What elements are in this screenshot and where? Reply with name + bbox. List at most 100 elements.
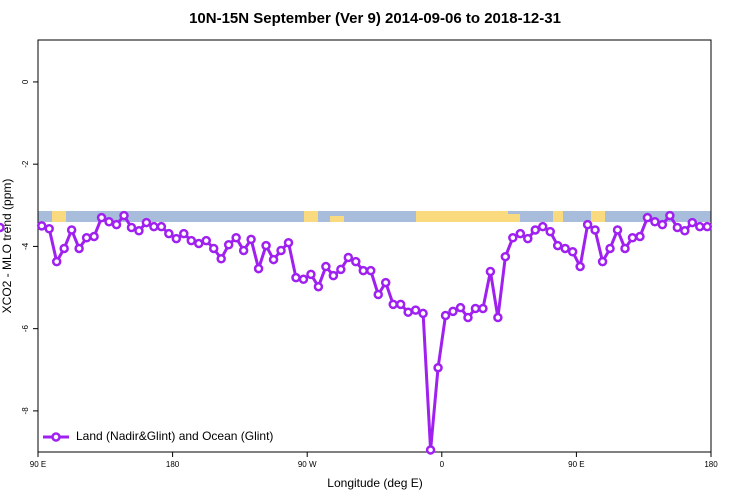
point xyxy=(328,270,339,281)
point xyxy=(395,299,406,310)
x-tick-label: 90 E xyxy=(568,460,584,469)
land-patch xyxy=(591,211,605,222)
x-tick-label: 90 W xyxy=(298,460,317,469)
point xyxy=(358,265,369,276)
point xyxy=(530,225,541,235)
x-axis-label: Longitude (deg E) xyxy=(327,476,422,490)
point xyxy=(680,226,690,236)
point xyxy=(96,212,107,223)
point xyxy=(253,263,264,274)
x-tick-label: 180 xyxy=(166,460,180,469)
point xyxy=(463,312,473,323)
point xyxy=(156,221,167,232)
y-axis-label: XCO2 - MLO trend (ppm) xyxy=(0,179,14,314)
point xyxy=(306,269,316,280)
point xyxy=(612,225,623,235)
point xyxy=(582,219,593,230)
point xyxy=(261,240,271,251)
point xyxy=(515,228,526,239)
point xyxy=(620,243,630,254)
point xyxy=(59,243,69,254)
point xyxy=(672,222,683,233)
point xyxy=(119,210,129,221)
point xyxy=(470,303,481,314)
point xyxy=(380,277,391,288)
point xyxy=(627,233,638,243)
point xyxy=(276,245,286,256)
point xyxy=(433,362,443,373)
point xyxy=(111,219,122,230)
point xyxy=(44,223,54,234)
point xyxy=(567,247,578,257)
point xyxy=(538,221,548,232)
land-patch xyxy=(304,211,318,222)
point xyxy=(702,221,713,232)
y-tick-label: -8 xyxy=(21,407,30,415)
y-tick-label: -4 xyxy=(21,242,30,250)
point xyxy=(366,265,376,276)
point xyxy=(418,308,428,319)
point xyxy=(425,445,436,455)
point xyxy=(216,253,226,264)
y-tick-label: -6 xyxy=(21,325,30,333)
point xyxy=(695,221,705,232)
point xyxy=(81,233,92,243)
point xyxy=(373,289,383,300)
point xyxy=(171,233,182,244)
point xyxy=(51,256,62,267)
point xyxy=(665,210,675,221)
legend-label: Land (Nadir&Glint) and Ocean (Glint) xyxy=(76,429,273,443)
point xyxy=(194,238,204,249)
point xyxy=(74,243,84,254)
point xyxy=(223,240,234,250)
point xyxy=(642,212,653,223)
point xyxy=(403,307,413,317)
point xyxy=(343,252,354,263)
point xyxy=(298,274,309,285)
point xyxy=(650,216,660,227)
point xyxy=(313,281,324,292)
point xyxy=(0,222,5,233)
point xyxy=(410,305,421,315)
chart-title: 10N-15N September (Ver 9) 2014-09-06 to … xyxy=(189,10,561,27)
point xyxy=(283,237,294,248)
point xyxy=(208,243,219,254)
land-patch xyxy=(416,211,508,222)
point xyxy=(149,221,159,232)
point xyxy=(126,222,137,233)
point xyxy=(508,233,518,243)
point xyxy=(560,243,570,254)
point xyxy=(440,310,451,321)
point xyxy=(478,303,488,314)
point xyxy=(448,306,458,317)
point xyxy=(321,261,331,272)
point xyxy=(657,219,668,230)
land-patch xyxy=(508,214,520,222)
point xyxy=(500,251,511,262)
point xyxy=(201,235,211,246)
point xyxy=(179,228,189,239)
x-tick-label: 90 E xyxy=(30,460,46,469)
point xyxy=(164,228,174,239)
point xyxy=(545,226,555,237)
point xyxy=(455,302,466,313)
point xyxy=(66,225,77,235)
point xyxy=(141,217,152,228)
point xyxy=(186,235,197,246)
map-strip xyxy=(38,211,711,222)
point xyxy=(351,256,361,267)
point xyxy=(238,245,249,256)
land-patch xyxy=(553,211,563,222)
point xyxy=(687,217,698,228)
point xyxy=(89,231,99,242)
point xyxy=(268,254,279,265)
point xyxy=(36,221,47,231)
point xyxy=(552,240,563,251)
y-tick-label: -2 xyxy=(21,160,30,168)
point xyxy=(246,234,256,245)
point xyxy=(388,299,398,310)
point xyxy=(597,256,608,267)
y-tick-label: 0 xyxy=(21,79,30,84)
point xyxy=(231,233,241,243)
